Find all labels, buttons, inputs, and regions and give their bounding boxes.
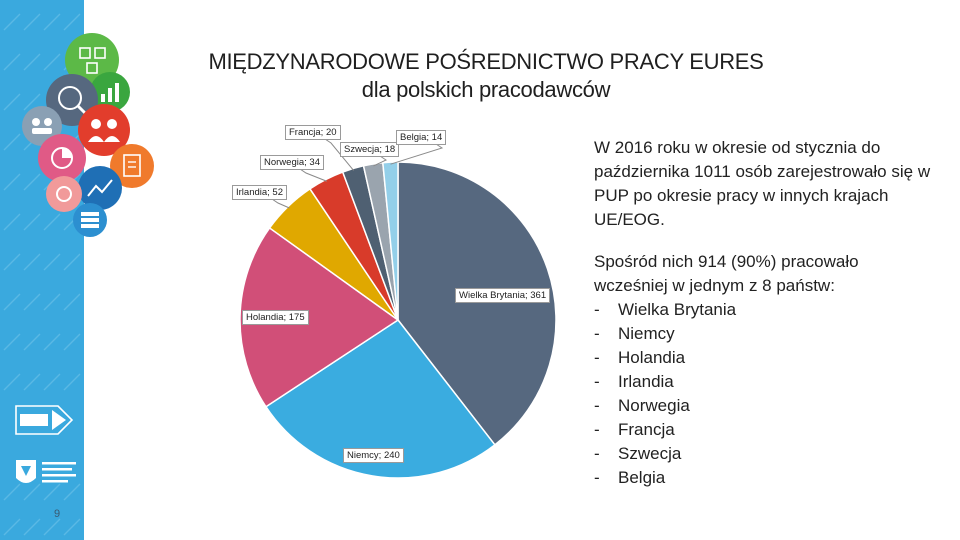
data-label-irlandia: Irlandia; 52 bbox=[232, 185, 288, 200]
country-name: Niemcy bbox=[618, 324, 675, 343]
country-name: Belgia bbox=[618, 468, 666, 487]
paragraph-intro: W 2016 roku w okresie od stycznia do paź… bbox=[594, 138, 931, 229]
country-list-item: - Holandia bbox=[594, 346, 934, 370]
paragraph-countries: Spośród nich 914 (90%) pracowało wcześni… bbox=[594, 250, 934, 490]
wup-logo bbox=[15, 405, 74, 435]
bar-chart-icon bbox=[90, 72, 130, 112]
data-label-wielka-brytania: Wielka Brytania; 361 bbox=[455, 288, 551, 303]
slide-title: MIĘDZYNARODOWE POŚREDNICTWO PRACY EURES … bbox=[186, 48, 786, 104]
document-icon bbox=[110, 144, 154, 188]
gear-icon bbox=[46, 176, 82, 212]
country-name: Francja bbox=[618, 420, 675, 439]
country-name: Holandia bbox=[618, 348, 686, 367]
country-name: Wielka Brytania bbox=[618, 300, 737, 319]
pie-slice-niemcy bbox=[264, 318, 496, 479]
list-dash: - bbox=[594, 372, 600, 391]
country-list-item: - Francja bbox=[594, 418, 934, 442]
data-label-szwecja: Szwecja; 18 bbox=[340, 142, 400, 157]
data-label-francja: Francja; 20 bbox=[285, 125, 341, 140]
list-dash: - bbox=[594, 444, 600, 463]
leader-line-szwecja bbox=[373, 155, 388, 167]
list-dash: - bbox=[594, 348, 600, 367]
country-name: Irlandia bbox=[618, 372, 674, 391]
growth-chart-icon bbox=[78, 166, 122, 210]
leader-line-norwegia bbox=[299, 168, 327, 182]
country-list-item: - Belgia bbox=[594, 466, 934, 490]
icon-cluster bbox=[22, 33, 154, 237]
list-dash: - bbox=[594, 300, 600, 319]
country-name: Norwegia bbox=[618, 396, 690, 415]
pie-chart-svg bbox=[239, 138, 557, 479]
pie-slice-holandia bbox=[239, 226, 400, 408]
leader-line-francja bbox=[324, 138, 354, 171]
title-line-1: MIĘDZYNARODOWE POŚREDNICTWO PRACY EURES bbox=[208, 49, 764, 74]
country-list-item: - Irlandia bbox=[594, 370, 934, 394]
pie-slice-wielka-brytania bbox=[397, 161, 557, 446]
list-dash: - bbox=[594, 420, 600, 439]
leader-line-irlandia bbox=[271, 198, 290, 209]
country-list-item: - Wielka Brytania bbox=[594, 298, 934, 322]
data-label-holandia: Holandia; 175 bbox=[242, 310, 309, 325]
pie-chart-icon bbox=[38, 134, 86, 182]
sidebar-pattern bbox=[3, 13, 81, 536]
data-label-belgia: Belgia; 14 bbox=[396, 130, 447, 145]
paragraph-countries-lead: Spośród nich 914 (90%) pracowało wcześni… bbox=[594, 252, 859, 295]
list-dash: - bbox=[594, 324, 600, 343]
country-list-item: - Niemcy bbox=[594, 322, 934, 346]
data-label-niemcy: Niemcy; 240 bbox=[343, 448, 404, 463]
group-icon bbox=[22, 106, 62, 146]
leader-line-belgia bbox=[390, 143, 444, 165]
list-dash: - bbox=[594, 468, 600, 487]
list-dash: - bbox=[594, 396, 600, 415]
data-label-norwegia: Norwegia; 34 bbox=[260, 155, 324, 170]
country-name: Szwecja bbox=[618, 444, 682, 463]
description-panel: W 2016 roku w okresie od stycznia do paź… bbox=[594, 136, 934, 490]
country-list: - Wielka Brytania - Niemcy - Holandia - Irlandi… bbox=[594, 298, 934, 490]
pie-chart: Wielka Brytania; 361 Niemcy; 240 Holandia;… bbox=[200, 110, 600, 510]
country-list-item: - Szwecja bbox=[594, 442, 934, 466]
coat-of-arms-logo bbox=[16, 460, 76, 483]
country-list-item: - Norwegia bbox=[594, 394, 934, 418]
books-icon bbox=[73, 203, 107, 237]
page-number: 9 bbox=[54, 508, 61, 520]
title-line-2: dla polskich pracodawców bbox=[361, 77, 611, 102]
team-icon bbox=[78, 104, 130, 156]
